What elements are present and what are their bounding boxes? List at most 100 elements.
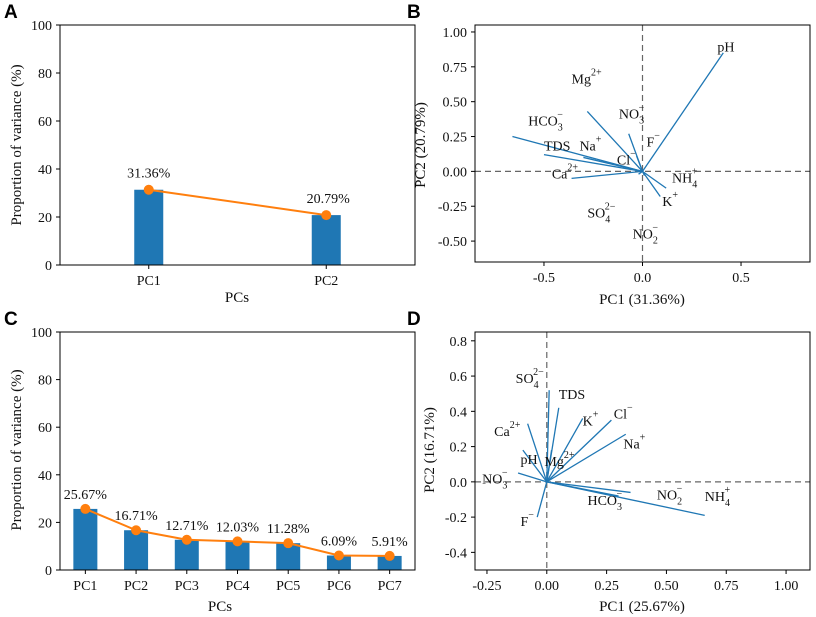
panel-b-biplot: PC2 (20.79%) PC1 (31.36%) pHMg2+NO3−HCO3… [413, 24, 811, 308]
panel-b-label-sup: − [654, 130, 660, 141]
panel-d-label-hcominus: HCO3 − [587, 489, 622, 513]
panel-d-ytick-label: 0.4 [450, 405, 468, 420]
panel-d-label-sub: 4 [725, 498, 730, 509]
panel-letter-d: D [407, 309, 421, 330]
panel-d-vector-hco3minus [546, 481, 631, 494]
panel-d-label-sub: 2 [677, 496, 682, 507]
panel-a-ytick-label: 0 [45, 259, 52, 274]
panel-c-ytick-label: 60 [38, 421, 52, 436]
panel-c-xtick-pc4: PC4 [225, 579, 249, 594]
panel-d-label-sup: 2− [533, 367, 544, 378]
panel-d-label-base: NO [482, 473, 502, 488]
panel-d-xtick-label: 1.00 [774, 579, 799, 594]
panel-a-xlabel: PCs [225, 290, 249, 306]
panel-d-ytick-label: 0.8 [450, 335, 468, 350]
panel-d-label-base: Mg [544, 455, 563, 470]
panel-b-label-fminus: F− [646, 130, 660, 150]
panel-b-frame [474, 24, 811, 263]
panel-c-point-pc4 [232, 536, 243, 547]
panel-b-label-base: Na [579, 139, 596, 154]
panel-b-label-base: NH [672, 172, 692, 187]
panel-d-xtick-label: 0.25 [594, 579, 619, 594]
panel-letter-b: B [407, 2, 421, 23]
panel-c-value-label: 6.09% [321, 535, 358, 550]
panel-a-xtick-pc2: PC2 [314, 274, 338, 289]
panel-d-label-nominus: NO2 − [657, 483, 683, 507]
panel-a-ytick-label: 60 [38, 115, 52, 130]
panel-a-trend-line [148, 188, 327, 217]
panel-d-label-base: SO [516, 372, 534, 387]
panel-b-label-base: Ca [552, 167, 568, 182]
panel-a-point-pc2 [321, 210, 332, 221]
panel-b-label-so2minus: SO4 2− [587, 201, 615, 225]
panel-b-label-sub: 3 [639, 115, 644, 126]
panel-c-point-pc5 [283, 538, 294, 549]
panel-b-label-sup: 2+ [567, 162, 578, 173]
panel-a-xtick-pc1: PC1 [137, 274, 161, 289]
panel-c-bar-pc1 [73, 508, 98, 570]
panel-b-ylabel: PC2 (20.79%) [413, 102, 429, 188]
panel-c-bar-pc2 [124, 530, 149, 570]
panel-c-ylabel: Proportion of variance (%) [9, 369, 25, 530]
panel-b-xlabel: PC1 (31.36%) [599, 292, 685, 308]
panel-c-point-pc1 [80, 503, 91, 514]
panel-d-label-nhplus: NH4 + [705, 485, 731, 509]
panel-b-label-nominus: NO3 − [619, 102, 645, 126]
panel-a-point-pc1 [143, 184, 154, 195]
panel-d-label-fminus: F− [520, 510, 534, 530]
panel-b-label-ca2plus: Ca2+ [552, 162, 579, 182]
panel-d-label-base: TDS [559, 388, 585, 403]
panel-b-label-sup: − [652, 222, 658, 233]
panel-b-ytick-label: 0.25 [443, 131, 468, 146]
panel-b-label-base: F [646, 135, 654, 150]
panel-c-bar-pc6 [326, 555, 351, 570]
panel-d-label-sup: + [593, 409, 599, 420]
panel-b-label-sup: + [672, 190, 678, 201]
panel-b-label-sup: − [557, 109, 563, 120]
panel-a-value-label: 31.36% [127, 167, 171, 182]
panel-b-label-naplus: Na+ [579, 134, 601, 154]
panel-b-label-base: NO [633, 227, 653, 242]
panel-d-label-sub: 3 [502, 481, 507, 492]
panel-b-vector-tds [543, 154, 643, 173]
panel-c-bar-pc7 [377, 555, 402, 570]
panel-c-variance-chart: Proportion of variance (%) PCs 0 20 40 60 80… [9, 326, 416, 615]
panel-d-label-tds: TDS [559, 388, 585, 403]
panel-c-xtick-pc7: PC7 [378, 579, 402, 594]
panel-c-ytick-label: 20 [38, 516, 52, 531]
panel-b-label-sup: − [639, 102, 645, 113]
panel-b-label-base: K [662, 195, 672, 210]
panel-d-ytick-label: -0.4 [445, 546, 467, 561]
panel-b-ytick-label: 1.00 [443, 26, 468, 41]
panel-b-label-sub: 3 [558, 122, 563, 133]
panel-b-label-base: Cl [617, 153, 630, 168]
panel-b-label-ph: pH [717, 40, 734, 55]
panel-d-label-ph: pH [520, 453, 537, 468]
panel-a-bar-pc2 [311, 215, 341, 265]
panel-d-label-base: pH [520, 453, 537, 468]
panel-b-label-sup: 2− [605, 201, 616, 212]
panel-c-value-label: 5.91% [372, 535, 409, 550]
panel-b-label-base: Mg [572, 73, 591, 88]
panel-b-vector-so42minus [638, 170, 643, 175]
panel-d-ytick-label: 0.0 [450, 476, 468, 491]
panel-d-label-sup: + [640, 432, 646, 443]
panel-c-value-label: 25.67% [64, 488, 108, 503]
panel-b-label-sub: 4 [692, 180, 697, 191]
panel-b-vector-ca2plus [571, 170, 643, 179]
panel-d-label-sup: − [502, 468, 508, 479]
panel-b-ytick-label: 0.75 [443, 61, 468, 76]
panel-d-label-kplus: K+ [583, 409, 599, 429]
panel-b-label-sup: − [630, 148, 636, 159]
panel-d-label-naplus: Na+ [623, 432, 645, 452]
panel-c-frame [59, 331, 416, 571]
panel-c-xtick-pc1: PC1 [73, 579, 97, 594]
panel-b-ytick-label: 0.50 [443, 96, 468, 111]
panel-c-ytick-label: 80 [38, 374, 52, 389]
panel-b-label-sub: 4 [605, 214, 610, 225]
panel-b-xtick-label: 0.5 [732, 271, 750, 286]
panel-b-vector-fminus [635, 155, 644, 172]
panel-d-vector-ca2plus [527, 423, 548, 483]
panel-a-variance-chart: Proportion of variance (%) PCs 0 20 40 60 80… [9, 19, 416, 306]
panel-a-frame [59, 24, 416, 266]
